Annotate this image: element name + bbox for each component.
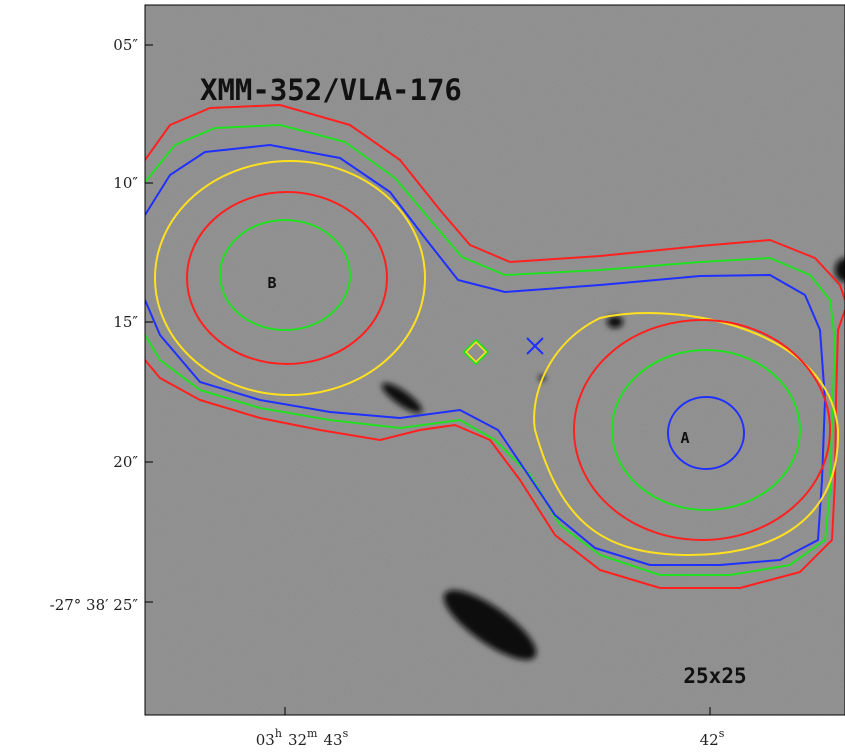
contour — [154, 160, 426, 396]
x-label-unit: s — [343, 727, 349, 740]
x-label: 03h 32m 43s — [256, 727, 349, 749]
frame — [144, 4, 845, 716]
contour — [186, 191, 388, 365]
x-label-number: 42 — [700, 731, 719, 749]
x-label: 42s — [700, 727, 725, 749]
contour — [145, 124, 836, 576]
contour — [145, 309, 845, 589]
contour — [667, 396, 745, 470]
x-label-unit: m — [307, 727, 318, 740]
title: XMM-352/VLA-176 — [200, 73, 462, 107]
source-label: B — [267, 274, 276, 292]
contour — [573, 319, 831, 541]
contour — [611, 349, 801, 511]
x-label-number: 03 — [256, 731, 275, 749]
x-label-unit: s — [719, 727, 725, 740]
marker — [462, 338, 490, 366]
y-label: 20″ — [113, 453, 138, 471]
contour — [145, 144, 826, 566]
contour — [219, 219, 351, 331]
marker — [526, 337, 544, 355]
x-label-number: 43 — [323, 731, 342, 749]
y-label: 15″ — [113, 313, 138, 331]
box-size: 25x25 — [683, 664, 746, 688]
x-label-number: 32 — [288, 731, 307, 749]
contour — [533, 312, 840, 556]
x-label-unit: h — [275, 727, 282, 740]
marker — [465, 341, 487, 363]
y-label: -27° 38′ 25″ — [50, 596, 139, 614]
source-label: A — [680, 429, 689, 447]
y-label: 05″ — [113, 36, 138, 54]
ticks — [145, 44, 711, 715]
galaxies — [381, 258, 845, 660]
contour — [145, 104, 845, 301]
y-label: 10″ — [113, 174, 138, 192]
image: XMM-352/VLA-176 B A 25x25 — [145, 5, 845, 715]
